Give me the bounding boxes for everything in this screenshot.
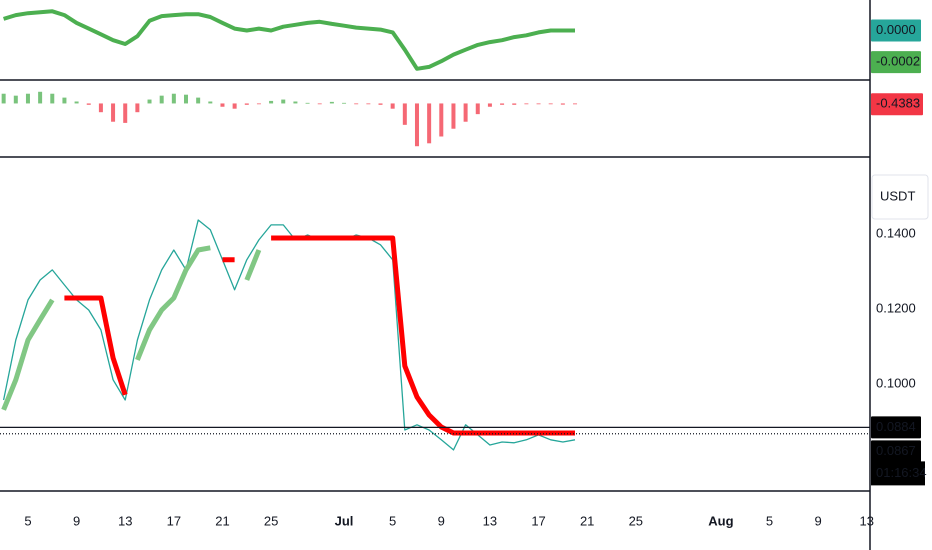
histogram-bar — [184, 94, 188, 104]
x-tick-label: Aug — [708, 513, 733, 528]
histogram-bar — [98, 103, 103, 113]
histogram-bar — [293, 101, 298, 104]
y-tick-label: 0.1200 — [876, 300, 916, 315]
histogram-bar — [74, 101, 79, 104]
price-label: -0.0002 — [876, 54, 920, 69]
histogram-bar — [439, 103, 444, 137]
histogram-bar — [147, 99, 152, 104]
countdown: 01:16:34 — [876, 465, 927, 480]
histogram-bar — [159, 95, 164, 104]
histogram-bar — [475, 103, 480, 115]
histogram-bar — [220, 103, 225, 107]
currency-label: USDT — [880, 188, 915, 203]
histogram-bar — [463, 103, 468, 122]
histogram-bar — [281, 99, 286, 104]
histogram-bar — [196, 97, 201, 104]
price-label: -0.4383 — [876, 96, 920, 111]
x-tick-label: 21 — [580, 513, 594, 528]
histogram-bar — [536, 103, 541, 105]
x-tick-label: 13 — [860, 513, 874, 528]
histogram-bar — [208, 101, 213, 104]
x-tick-label: Jul — [335, 513, 354, 528]
currency-button[interactable] — [871, 174, 929, 220]
histogram-bar — [548, 103, 553, 105]
x-tick-label: 25 — [264, 513, 278, 528]
histogram-bar — [123, 103, 128, 123]
histogram-bar — [487, 103, 492, 107]
histogram-bar — [111, 103, 116, 122]
histogram-bar — [451, 103, 456, 129]
histogram-bar — [50, 93, 55, 104]
x-tick-label: 9 — [815, 513, 822, 528]
y-tick-label: 0.1000 — [876, 375, 916, 390]
price-label-box — [871, 416, 921, 439]
x-tick-label: 9 — [438, 513, 445, 528]
histogram-bar — [62, 97, 67, 104]
price-label-box — [871, 51, 921, 74]
histogram-bar — [305, 102, 310, 104]
x-tick-label: 25 — [629, 513, 643, 528]
price-label-box — [871, 19, 921, 42]
x-tick-label: 5 — [24, 513, 31, 528]
price-label: 0.0884 — [876, 419, 916, 434]
histogram-bar — [232, 103, 237, 109]
histogram-bar — [244, 103, 249, 105]
histogram-bar — [512, 103, 517, 105]
histogram-bar — [38, 91, 43, 104]
x-tick-label: 13 — [483, 513, 497, 528]
x-tick-label: 9 — [73, 513, 80, 528]
series-line — [1, 245, 262, 411]
histogram-bar — [171, 93, 176, 104]
histogram-bar — [414, 103, 419, 147]
histogram-bar — [135, 103, 140, 113]
histogram-bar — [560, 103, 565, 105]
histogram-bar — [25, 93, 30, 104]
x-tick-label: 5 — [766, 513, 773, 528]
price-label: 0.0867 — [876, 443, 916, 458]
histogram-bar — [256, 103, 261, 105]
histogram-bar — [329, 101, 334, 104]
x-tick-label: 5 — [389, 513, 396, 528]
countdown-box — [871, 461, 925, 486]
histogram-bar — [317, 103, 322, 105]
histogram-bar — [366, 103, 371, 105]
x-tick-label: 17 — [167, 513, 181, 528]
x-tick-label: 21 — [215, 513, 229, 528]
histogram-bar — [342, 102, 347, 104]
y-tick-label: 0.1400 — [876, 225, 916, 240]
histogram-bar — [1, 93, 6, 104]
price-label-box — [871, 93, 923, 116]
histogram-bar — [378, 103, 383, 105]
series-line — [64, 235, 575, 436]
histogram-bar — [390, 103, 395, 109]
histogram-bar — [500, 103, 505, 105]
series-line — [2, 219, 576, 451]
histogram-bar — [269, 100, 274, 104]
x-tick-label: 13 — [118, 513, 132, 528]
histogram-bar — [524, 103, 529, 105]
histogram-bar — [573, 103, 578, 105]
x-tick-label: 17 — [531, 513, 545, 528]
series-line — [3, 9, 575, 71]
histogram-bar — [354, 103, 359, 105]
histogram-bar — [402, 103, 407, 125]
price-label-box — [871, 440, 921, 463]
histogram-bar — [427, 103, 432, 144]
histogram-bar — [13, 95, 18, 104]
price-label: 0.0000 — [876, 22, 916, 37]
histogram-bar — [86, 103, 91, 105]
